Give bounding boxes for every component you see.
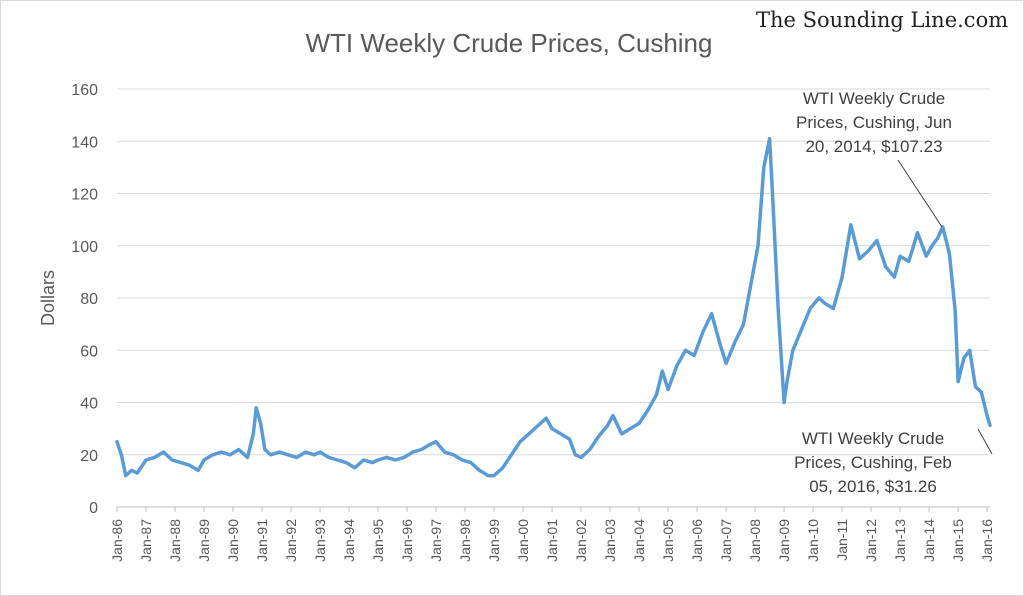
x-tick-label: Jan-89 — [196, 519, 212, 562]
x-tick-label: Jan-97 — [428, 519, 444, 562]
x-tick-label: Jan-15 — [950, 519, 966, 562]
x-tick-label: Jan-87 — [138, 519, 154, 562]
x-tick-label: Jan-04 — [631, 519, 647, 562]
annotations: WTI Weekly Crude Prices, Cushing, Jun 20, … — [794, 89, 993, 496]
annotation-line: 05, 2016, $31.26 — [809, 477, 937, 496]
x-tick-label: Jan-86 — [109, 519, 125, 562]
annotation-line: WTI Weekly Crude — [803, 89, 945, 108]
y-tick-labels: 0 20 40 60 80 100 120 140 160 — [71, 82, 98, 517]
series-line — [115, 136, 992, 478]
watermark-logo: The Sounding Line.com — [756, 8, 1009, 32]
annotation-leader-line — [897, 159, 943, 228]
chart-title: WTI Weekly Crude Prices, Cushing — [306, 28, 713, 58]
y-tick-label: 160 — [71, 82, 98, 99]
x-tick-label: Jan-95 — [370, 519, 386, 562]
y-tick-label: 0 — [89, 500, 98, 517]
y-axis-label: Dollars — [38, 270, 58, 326]
y-tick-label: 120 — [71, 187, 98, 204]
gridlines — [116, 88, 990, 512]
x-tick-label: Jan-94 — [341, 519, 357, 562]
y-tick-label: 140 — [71, 134, 98, 151]
y-tick-label: 40 — [80, 396, 98, 413]
x-tick-label: Jan-12 — [863, 519, 879, 562]
x-tick-label: Jan-92 — [283, 519, 299, 562]
y-tick-label: 100 — [71, 239, 98, 256]
x-tick-label: Jan-16 — [979, 519, 995, 562]
annotation-line: Prices, Cushing, Feb — [794, 453, 952, 472]
x-tick-label: Jan-02 — [573, 519, 589, 562]
x-tick-label: Jan-96 — [399, 519, 415, 562]
x-tick-label: Jan-14 — [921, 519, 937, 562]
series-group — [115, 136, 992, 478]
annotation-line: Prices, Cushing, Jun — [796, 113, 952, 132]
annotation-line: WTI Weekly Crude — [802, 429, 944, 448]
x-tick-label: Jan-09 — [776, 519, 792, 562]
x-tick-label: Jan-98 — [457, 519, 473, 562]
annotation-leader-line — [977, 428, 993, 455]
x-tick-label: Jan-88 — [167, 519, 183, 562]
x-tick-label: Jan-08 — [747, 519, 763, 562]
y-tick-label: 80 — [80, 291, 98, 308]
x-tick-labels: Jan-86 Jan-87 Jan-88 Jan-89 Jan-90 Jan-91 Jan-… — [109, 519, 995, 562]
x-tick-label: Jan-06 — [689, 519, 705, 562]
x-tick-label: Jan-00 — [515, 519, 531, 562]
y-tick-label: 60 — [80, 343, 98, 360]
x-tick-label: Jan-03 — [602, 519, 618, 562]
annotation-line: 20, 2014, $107.23 — [805, 137, 942, 156]
x-tick-label: Jan-01 — [544, 519, 560, 562]
x-tick-label: Jan-13 — [892, 519, 908, 562]
x-tick-label: Jan-99 — [486, 519, 502, 562]
x-tick-label: Jan-90 — [225, 519, 241, 562]
x-tick-label: Jan-11 — [834, 519, 850, 561]
x-tick-label: Jan-05 — [660, 519, 676, 562]
x-tick-label: Jan-93 — [312, 519, 328, 562]
x-tick-label: Jan-10 — [805, 519, 821, 562]
x-tick-label: Jan-07 — [718, 519, 734, 562]
y-tick-label: 20 — [80, 448, 98, 465]
x-tick-label: Jan-91 — [254, 519, 270, 562]
